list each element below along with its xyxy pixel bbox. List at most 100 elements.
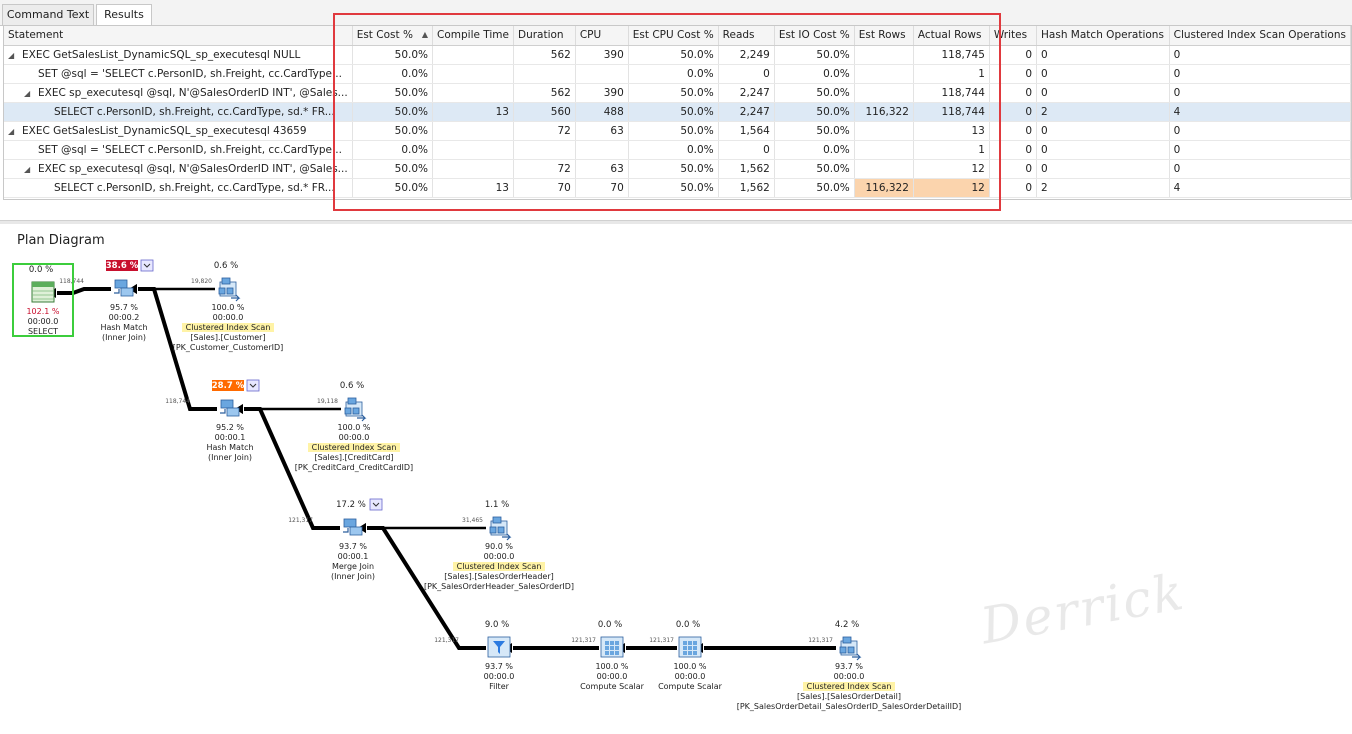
- table-cell: [432, 140, 514, 160]
- node-pct: 100.0 %: [337, 423, 370, 432]
- plan-edge[interactable]: [57, 287, 111, 295]
- plan-edge[interactable]: [244, 407, 340, 530]
- plan-edge[interactable]: [367, 526, 486, 650]
- column-header[interactable]: Actual Rows: [913, 26, 990, 46]
- table-cell: 0: [1169, 121, 1351, 141]
- table-row[interactable]: SET @sql = 'SELECT c.PersonID, sh.Freigh…: [4, 64, 1351, 84]
- tab-command-text[interactable]: Command Text: [2, 4, 94, 26]
- table-cell: 4: [1169, 178, 1351, 198]
- column-header[interactable]: Hash Match Operations: [1036, 26, 1170, 46]
- table-cell: 0: [989, 64, 1038, 84]
- table-cell: [575, 140, 629, 160]
- table-cell: [854, 140, 914, 160]
- table-cell: 50.0%: [628, 178, 719, 198]
- node-time: 00:00.2: [109, 313, 140, 322]
- column-header[interactable]: Est IO Cost %: [774, 26, 855, 46]
- node-idx: [PK_SalesOrderHeader_SalesOrderID]: [424, 582, 574, 591]
- statement-cell: SELECT c.PersonID, sh.Freight, cc.CardTy…: [4, 178, 353, 198]
- table-cell: 0: [989, 121, 1038, 141]
- highlight-box: [333, 13, 1001, 211]
- table-row[interactable]: SET @sql = 'SELECT c.PersonID, sh.Freigh…: [4, 140, 1351, 160]
- column-header[interactable]: Est Cost % ▲: [352, 26, 434, 46]
- column-header[interactable]: Duration: [513, 26, 576, 46]
- edge-row-count: 19,118: [317, 398, 338, 405]
- table-cell: 2,249: [718, 45, 775, 65]
- statement-text: SET @sql = 'SELECT c.PersonID, sh.Freigh…: [38, 67, 342, 80]
- table-cell: 1,564: [718, 121, 775, 141]
- table-row[interactable]: ◢ EXEC sp_executesql @sql, N'@SalesOrderI…: [4, 159, 1351, 179]
- chevron-down-icon[interactable]: [246, 379, 260, 392]
- table-cell: 12: [913, 159, 990, 179]
- node-obj: (Inner Join): [208, 453, 252, 462]
- chevron-down-icon[interactable]: [369, 498, 383, 511]
- table-cell: 0.0%: [774, 140, 855, 160]
- column-header[interactable]: CPU: [575, 26, 629, 46]
- table-cell: 72: [513, 159, 576, 179]
- node-pct: 100.0 %: [673, 662, 706, 671]
- table-cell: 0.0%: [628, 140, 719, 160]
- column-header[interactable]: Reads: [718, 26, 775, 46]
- plan-edge[interactable]: [138, 287, 217, 411]
- table-cell: 50.0%: [628, 121, 719, 141]
- table-cell: [432, 121, 514, 141]
- table-row[interactable]: ◢ EXEC GetSalesList_DynamicSQL_sp_execute…: [4, 45, 1351, 65]
- node-pct: 93.7 %: [485, 662, 513, 671]
- table-cell: 560: [513, 102, 576, 122]
- column-header[interactable]: Clustered Index Scan Operations: [1169, 26, 1351, 46]
- node-name: Clustered Index Scan: [312, 443, 397, 452]
- statement-text: EXEC sp_executesql @sql, N'@SalesOrderID…: [38, 162, 348, 175]
- table-cell: 2: [1036, 178, 1170, 198]
- node-time: 00:00.0: [484, 552, 515, 561]
- results-table: Statement Est Cost % ▲ Compile Time Duration…: [4, 26, 1351, 198]
- statement-cell: ◢ EXEC GetSalesList_DynamicSQL_sp_execute…: [4, 121, 353, 141]
- table-cell: 488: [575, 102, 629, 122]
- splitter[interactable]: [0, 220, 1352, 224]
- tab-results[interactable]: Results: [96, 4, 152, 27]
- table-cell: 50.0%: [774, 121, 855, 141]
- table-cell: [854, 45, 914, 65]
- results-grid: Statement Est Cost % ▲ Compile Time Duration…: [3, 25, 1352, 200]
- table-cell: 0: [1036, 140, 1170, 160]
- column-header[interactable]: Compile Time: [432, 26, 514, 46]
- chevron-down-icon[interactable]: [140, 259, 154, 272]
- expand-toggle-icon[interactable]: ◢: [24, 164, 31, 174]
- table-row[interactable]: ◢ EXEC GetSalesList_DynamicSQL_sp_execute…: [4, 121, 1351, 141]
- table-cell: 50.0%: [774, 45, 855, 65]
- expand-toggle-icon[interactable]: ◢: [24, 88, 31, 98]
- table-row[interactable]: SELECT c.PersonID, sh.Freight, cc.CardTy…: [4, 102, 1351, 122]
- node-time: 00:00.0: [484, 672, 515, 681]
- column-header[interactable]: Est CPU Cost %: [628, 26, 719, 46]
- node-cost: 0.6 %: [340, 381, 364, 391]
- table-row[interactable]: SELECT c.PersonID, sh.Freight, cc.CardTy…: [4, 178, 1351, 198]
- node-cost: 38.6 %: [106, 261, 139, 271]
- node-name: Clustered Index Scan: [186, 323, 271, 332]
- table-row[interactable]: ◢ EXEC sp_executesql @sql, N'@SalesOrderI…: [4, 83, 1351, 103]
- edge-row-count: 121,317: [808, 637, 833, 644]
- node-time: 00:00.0: [339, 433, 370, 442]
- expand-toggle-icon[interactable]: ◢: [8, 126, 15, 136]
- column-header[interactable]: Est Rows: [854, 26, 914, 46]
- node-cost: 9.0 %: [485, 620, 509, 630]
- column-header[interactable]: Statement: [4, 26, 353, 46]
- cost-badge: [212, 380, 244, 391]
- column-header[interactable]: Writes: [989, 26, 1038, 46]
- table-cell: 118,744: [913, 102, 990, 122]
- table-cell: 50.0%: [352, 45, 434, 65]
- expand-toggle-icon[interactable]: ◢: [8, 50, 15, 60]
- table-cell: 118,744: [913, 83, 990, 103]
- table-cell: 562: [513, 83, 576, 103]
- statement-text: EXEC GetSalesList_DynamicSQL_sp_executes…: [22, 48, 301, 61]
- node-name: Filter: [489, 682, 510, 691]
